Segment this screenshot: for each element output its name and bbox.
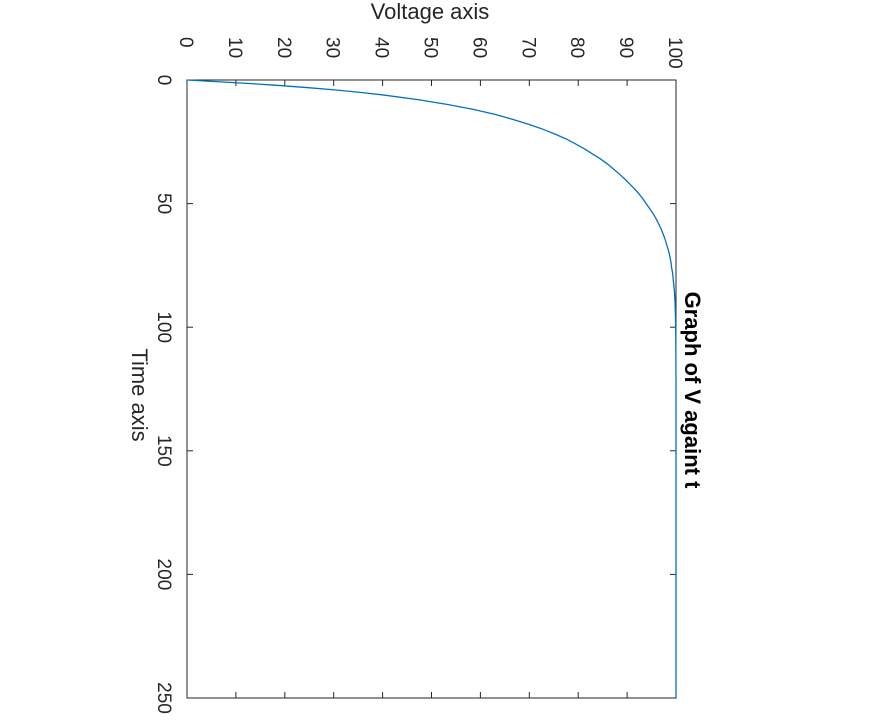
- x-axis-label: Time axis: [127, 348, 152, 441]
- x-tick-label-3: 150: [153, 435, 174, 467]
- chart-title: Graph of V againt t: [680, 292, 705, 489]
- y-tick-label-5: 50: [420, 37, 441, 58]
- series-layer: [186, 79, 677, 698]
- plot-area: [186, 79, 677, 699]
- y-tick-label-6: 60: [468, 37, 489, 58]
- plot-frame: [186, 79, 677, 699]
- y-tick-label-3: 30: [322, 37, 343, 58]
- y-tick-label-7: 70: [517, 37, 538, 58]
- x-tick-label-5: 250: [153, 682, 174, 714]
- series-line-0: [186, 79, 677, 698]
- y-tick-label-8: 80: [566, 37, 587, 58]
- y-tick-label-4: 40: [371, 37, 392, 58]
- y-tick-label-10: 100: [664, 37, 685, 69]
- x-tick-label-4: 200: [153, 559, 174, 591]
- x-tick-label-2: 100: [153, 311, 174, 343]
- y-tick-label-2: 20: [273, 37, 294, 58]
- x-tick-label-0: 0: [153, 75, 174, 86]
- y-axis-label: Voltage axis: [371, 0, 490, 24]
- y-tick-label-1: 10: [224, 37, 245, 58]
- y-tick-label-0: 0: [175, 37, 196, 48]
- ticks-layer: 0 50 100 150 200 250 0 10 20 30 40 50 60 70 80 90 100: [153, 37, 685, 714]
- x-tick-label-1: 50: [153, 193, 174, 214]
- y-tick-label-9: 90: [615, 37, 636, 58]
